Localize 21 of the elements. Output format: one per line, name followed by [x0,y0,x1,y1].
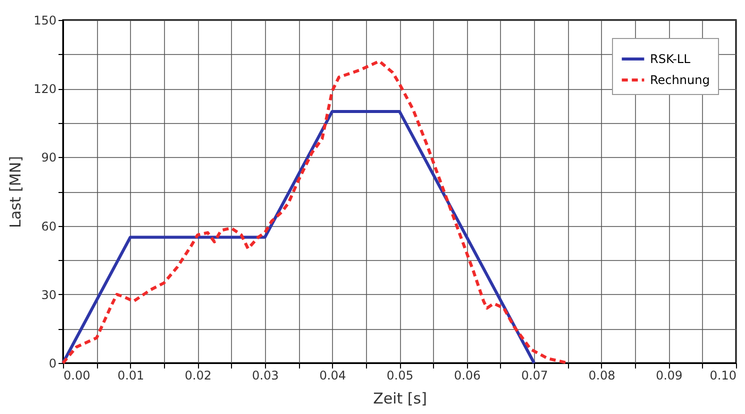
x-tick-label: 0.00 [64,368,90,382]
x-tick-label: 0.10 [710,368,736,382]
legend-label: RSK-LL [650,52,691,66]
y-tick-label: 60 [41,219,56,234]
x-tick-label: 0.09 [656,368,683,382]
legend-label: Rechnung [650,73,710,87]
x-axis-title: Zeit [s] [373,390,427,408]
x-tick-label: 0.02 [184,368,212,382]
x-tick-label: 0.06 [454,368,481,382]
x-tick-label: 0.07 [521,368,548,382]
y-axis-title: Last [MN] [6,156,25,228]
x-tick-label: 0.04 [319,368,346,382]
y-tick-label: 0 [48,356,56,370]
x-tick-label: 0.08 [588,368,616,382]
x-tick-label: 0.03 [252,368,279,382]
y-tick-label: 30 [41,288,56,302]
x-tick-label: 0.01 [117,368,144,382]
y-tick-label: 150 [34,14,56,28]
y-tick-label: 120 [34,82,56,96]
y-tick-label: 90 [41,150,56,165]
x-tick-label: 0.05 [386,368,414,382]
